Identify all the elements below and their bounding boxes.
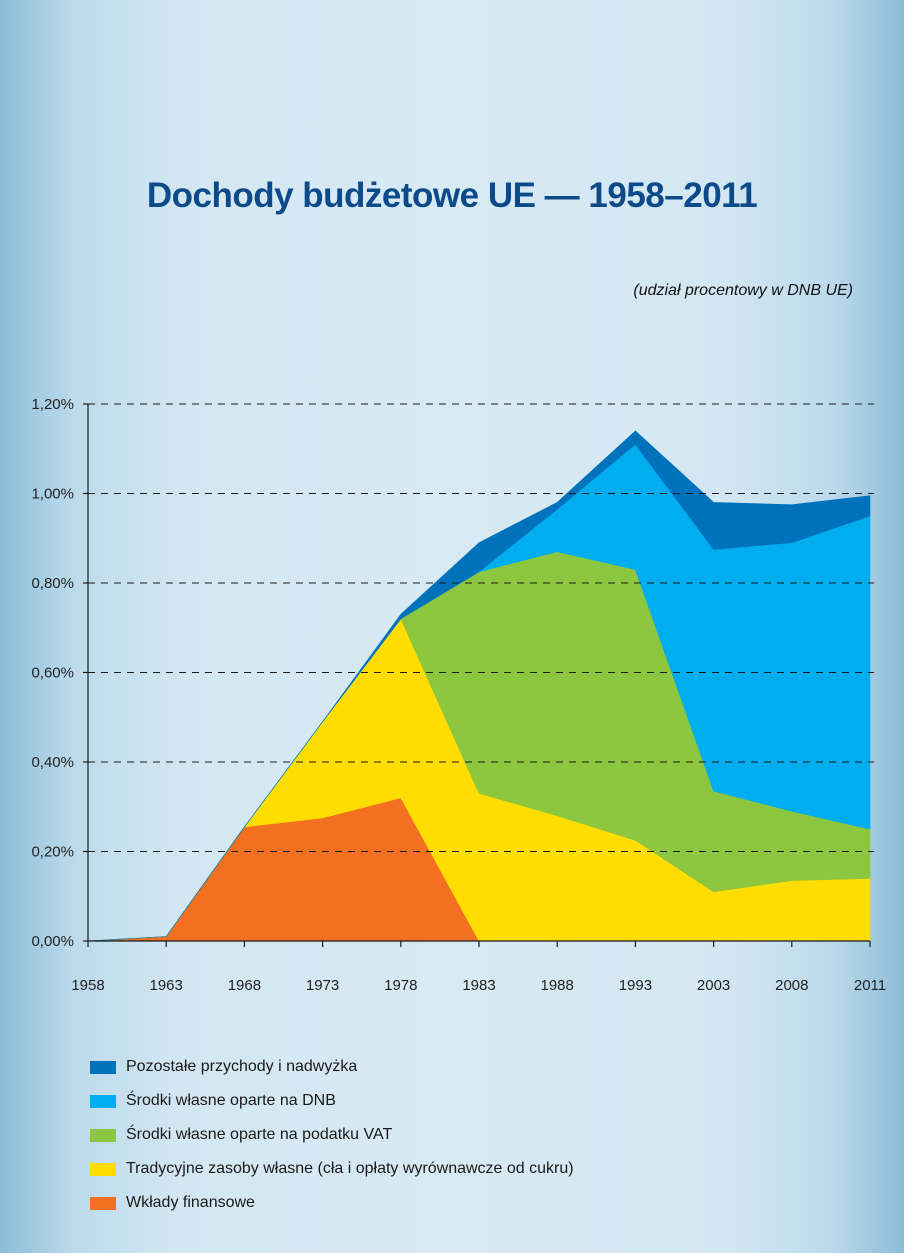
legend-swatch: [90, 1128, 116, 1142]
legend-swatch: [90, 1094, 116, 1108]
x-tick-label: 1968: [228, 977, 261, 994]
x-axis-ticks: 1958 1963 1968 1973 1978 1983 1988 1993 2003 2008…: [71, 941, 886, 994]
y-tick-label: 1,20%: [31, 396, 74, 413]
x-tick-label: 1973: [306, 977, 339, 994]
chart-title: Dochody budżetowe UE — 1958–2011: [146, 176, 758, 215]
x-tick-label: 1983: [462, 977, 495, 994]
gridlines: [88, 403, 874, 852]
legend-label: Pozostałe przychody i nadwyżka: [126, 1058, 358, 1075]
y-tick-label: 1,00%: [31, 486, 74, 503]
y-tick-label: 0,40%: [31, 754, 74, 771]
legend-label: Środki własne oparte na podatku VAT: [126, 1126, 393, 1143]
legend-swatch: [90, 1162, 116, 1176]
area-chart: 0,00% 0,20% 0,40% 0,60% 0,80% 1,00% 1,20% 1958…: [31, 396, 886, 994]
x-tick-label: 1978: [384, 977, 417, 994]
y-tick-label: 0,80%: [31, 575, 74, 592]
x-tick-label: 1963: [150, 977, 183, 994]
y-axis-ticks: 0,00% 0,20% 0,40% 0,60% 0,80% 1,00% 1,20%: [31, 396, 88, 950]
legend-swatch: [90, 1196, 116, 1210]
x-tick-label: 2011: [854, 977, 886, 994]
x-tick-label: 2003: [697, 977, 730, 994]
x-tick-label: 1988: [541, 977, 574, 994]
legend-label: Tradycyjne zasoby własne (cła i opłaty w…: [126, 1160, 574, 1177]
legend-item: Środki własne oparte na podatku VAT: [90, 1118, 574, 1152]
x-tick-label: 1993: [619, 977, 652, 994]
legend-label: Wkłady finansowe: [126, 1194, 255, 1211]
y-tick-label: 0,00%: [31, 933, 74, 950]
y-tick-label: 0,60%: [31, 665, 74, 682]
legend-item: Tradycyjne zasoby własne (cła i opłaty w…: [90, 1152, 574, 1186]
series-areas: [87, 430, 871, 942]
legend-item: Pozostałe przychody i nadwyżka: [90, 1050, 574, 1084]
legend: Pozostałe przychody i nadwyżka Środki wła…: [90, 1050, 574, 1220]
area-series-4: [87, 430, 871, 942]
chart-subtitle: (udział procentowy w DNB UE): [633, 282, 853, 299]
y-tick-label: 0,20%: [31, 844, 74, 861]
x-tick-label: 2008: [775, 977, 808, 994]
legend-item: Wkłady finansowe: [90, 1186, 574, 1220]
legend-item: Środki własne oparte na DNB: [90, 1084, 574, 1118]
legend-label: Środki własne oparte na DNB: [126, 1092, 336, 1109]
legend-swatch: [90, 1060, 116, 1074]
x-tick-label: 1958: [71, 977, 104, 994]
